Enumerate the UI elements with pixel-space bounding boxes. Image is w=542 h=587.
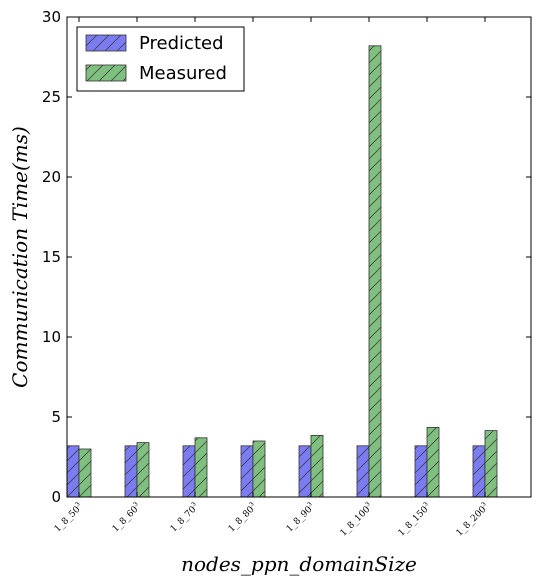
bar-measured-3 <box>252 440 266 498</box>
bar-predicted-0 <box>66 445 80 498</box>
bar-predicted-4 <box>298 445 312 498</box>
bar-hatch <box>311 435 323 497</box>
y-tick-label: 15 <box>42 248 61 266</box>
bars-layer <box>66 45 498 498</box>
legend-label: Predicted <box>139 33 224 54</box>
x-tick-label-exponent: 3 <box>190 501 198 509</box>
legend-label: Measured <box>139 63 227 84</box>
x-tick-label-base: 1_8_90 <box>285 505 315 535</box>
x-tick-label: 1_8_2003 <box>453 501 491 539</box>
y-tick-label: 0 <box>51 488 61 506</box>
x-tick-label: 1_8_903 <box>283 501 317 535</box>
x-axis-title: nodes_ppn_domainSize <box>181 552 417 576</box>
y-tick-label: 10 <box>42 328 61 346</box>
bar-hatch <box>183 445 195 497</box>
y-tick-label: 25 <box>42 88 61 106</box>
bar-measured-7 <box>484 430 498 498</box>
bar-hatch <box>415 445 427 497</box>
bar-measured-1 <box>136 442 150 498</box>
bar-measured-5 <box>368 45 382 498</box>
bar-hatch <box>241 445 253 497</box>
x-tick-label-base: 1_8_70 <box>169 505 199 535</box>
bar-hatch <box>137 442 149 497</box>
bar-hatch <box>485 430 497 497</box>
bar-measured-4 <box>310 434 324 498</box>
y-tick-label: 30 <box>42 8 61 26</box>
bar-measured-6 <box>426 426 440 498</box>
x-tick-label-base: 1_8_80 <box>227 505 257 535</box>
bar-hatch <box>357 445 369 497</box>
bar-hatch <box>427 427 439 497</box>
legend: Predicted Measured <box>76 26 245 92</box>
bar-hatch <box>79 449 91 497</box>
bar-hatch <box>369 45 381 498</box>
bar-hatch <box>125 445 137 497</box>
bar-predicted-1 <box>124 445 138 498</box>
x-tick-label-base: 1_8_150 <box>397 505 431 539</box>
x-tick-label: 1_8_1003 <box>337 501 375 539</box>
x-tick-label: 1_8_703 <box>167 501 201 535</box>
legend-item-predicted: Predicted <box>85 33 224 54</box>
x-tick-label-base: 1_8_200 <box>455 505 489 539</box>
bar-measured-2 <box>194 437 208 498</box>
bar-hatch <box>473 445 485 497</box>
y-tick-label: 20 <box>42 168 61 186</box>
x-tick-label-exponent: 3 <box>248 501 256 509</box>
bar-measured-0 <box>78 448 92 498</box>
bar-predicted-7 <box>472 445 486 498</box>
x-tick-label-exponent: 3 <box>74 501 82 509</box>
x-tick-label-base: 1_8_100 <box>339 505 373 539</box>
bar-hatch <box>67 445 79 497</box>
bar-predicted-5 <box>356 445 370 498</box>
bar-hatch <box>299 445 311 497</box>
x-tick-label: 1_8_1503 <box>395 501 433 539</box>
y-tick-label: 5 <box>51 408 61 426</box>
legend-item-measured: Measured <box>85 63 227 84</box>
x-tick-label: 1_8_803 <box>225 501 259 535</box>
y-axis-title: Communication Time(ms) <box>8 126 32 388</box>
x-tick-label-exponent: 3 <box>132 501 140 509</box>
x-tick-label-base: 1_8_60 <box>111 505 141 535</box>
bar-hatch <box>253 441 265 497</box>
bar-predicted-2 <box>182 445 196 498</box>
x-tick-label-exponent: 3 <box>306 501 314 509</box>
x-tick-label-exponent: 3 <box>364 501 372 509</box>
legend-swatch-hatch <box>86 35 126 51</box>
bar-predicted-6 <box>414 445 428 498</box>
x-tick-label-exponent: 3 <box>480 501 488 509</box>
bar-predicted-3 <box>240 445 254 498</box>
x-tick-label-exponent: 3 <box>422 501 430 509</box>
x-tick-label-base: 1_8_50 <box>53 505 83 535</box>
bar-hatch <box>195 437 207 497</box>
x-tick-label: 1_8_603 <box>109 501 143 535</box>
legend-swatch-hatch <box>86 65 126 81</box>
